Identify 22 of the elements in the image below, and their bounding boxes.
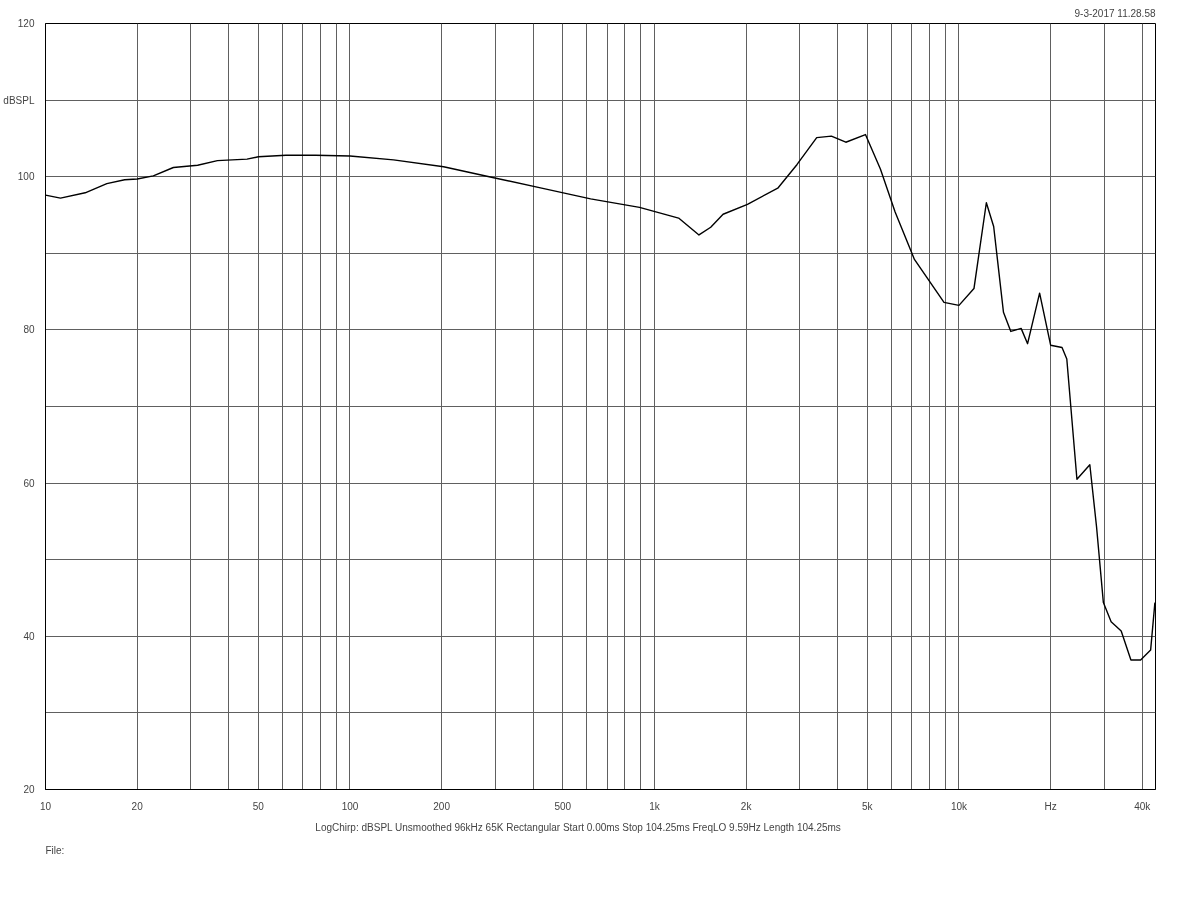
x-tick-label: 1k [649, 800, 661, 812]
y-tick-label: 80 [23, 324, 35, 336]
x-tick-label: 500 [554, 800, 572, 812]
y-tick-label: dBSPL [3, 94, 35, 106]
y-tick-label: 20 [23, 784, 35, 795]
y-tick-label: 40 [23, 630, 35, 642]
text: 9-3-2017 11.28.58 [1074, 7, 1156, 19]
x-tick-label: 40k [1134, 800, 1152, 812]
x-tick-label: 2k [740, 800, 753, 812]
x-tick-label: 200 [433, 800, 451, 812]
x-tick-label: 5k [862, 800, 874, 812]
y-tick-label: 60 [23, 477, 35, 489]
text: File: [45, 844, 65, 856]
x-tick-label: 100 [341, 800, 359, 812]
x-tick-label: 10 [39, 800, 52, 812]
x-tick-label: 50 [252, 800, 265, 812]
text: LogChirp: dBSPL Unsmoothed 96kHz 65K Rectangular Start 0.00ms Stop 104.25ms FreqLO 9.59Hz Length 104.25ms [315, 821, 841, 833]
x-tick-label: 20 [131, 800, 144, 812]
y-tick-label: 120 [17, 18, 35, 29]
x-tick-label: Hz [1044, 800, 1057, 812]
y-tick-label: 100 [17, 171, 35, 183]
x-tick-label: 10k [950, 800, 969, 812]
